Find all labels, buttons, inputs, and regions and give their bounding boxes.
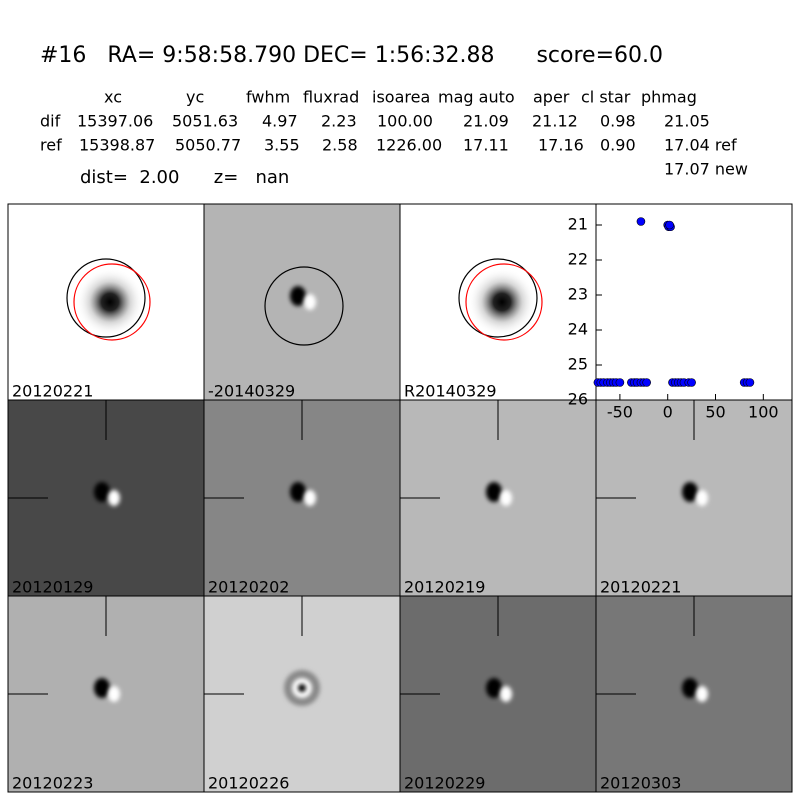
column-header: phmag (641, 88, 697, 107)
dipole-negative (682, 482, 698, 502)
aperture-ref (73, 263, 151, 341)
table-cell: 1226.00 (376, 136, 442, 155)
distance-line: dist= 2.00 z= nan (80, 167, 289, 188)
column-header: yc (186, 88, 204, 107)
aperture (458, 258, 538, 338)
column-header: mag auto (438, 88, 515, 107)
table-cell: 0.90 (600, 136, 636, 155)
dipole-positive (500, 490, 512, 506)
dipole-positive (108, 686, 120, 702)
column-header: aper (533, 88, 570, 107)
phmag-new: 17.07 new (664, 160, 748, 179)
table-cell: 5050.77 (175, 136, 241, 155)
point (745, 378, 755, 387)
table-cell: 15398.87 (79, 136, 155, 155)
table-cell: 21.12 (532, 112, 578, 131)
x-tick-label: 0 (663, 403, 673, 422)
y-tick-label: 25 (568, 355, 588, 374)
table-cell: 15397.06 (77, 112, 153, 131)
point (642, 378, 651, 387)
x-tick-label: 50 (705, 403, 725, 422)
dipole-positive (304, 294, 316, 310)
column-header: cl star (581, 88, 631, 107)
source-profile (468, 268, 536, 336)
stamp-label: 20120221 (600, 578, 681, 597)
stamp-label: -20140329 (208, 382, 295, 401)
table-cell: 4.97 (262, 112, 298, 131)
stamp-label: 20120221 (12, 382, 93, 401)
column-header: isoarea (372, 88, 430, 107)
aperture-ref (465, 263, 543, 341)
dipole-negative (290, 286, 306, 306)
table-cell: 3.55 (264, 136, 300, 155)
x-tick-label: -50 (607, 403, 633, 422)
table-cell: 17.16 (538, 136, 584, 155)
table-cell: 2.23 (321, 112, 357, 131)
dipole-negative (486, 678, 502, 698)
dipole-negative (290, 482, 306, 502)
point (615, 378, 625, 387)
core (298, 684, 306, 692)
point (687, 378, 696, 387)
source-profile (76, 268, 144, 336)
row-label: ref (40, 136, 62, 155)
table-cell: 5051.63 (172, 112, 238, 131)
stamp-label: 20120229 (404, 774, 485, 793)
dipole-positive (304, 490, 316, 506)
y-tick-label: 22 (568, 250, 588, 269)
table-cell: 21.09 (463, 112, 509, 131)
stamp-label: 20120129 (12, 578, 93, 597)
row-label: dif (40, 112, 61, 131)
aperture (66, 258, 146, 338)
aperture (264, 266, 344, 346)
point (636, 217, 646, 226)
dipole-negative (94, 678, 110, 698)
stamp-label: 20120223 (12, 774, 93, 793)
y-tick-label: 21 (568, 215, 588, 234)
y-tick-label: 23 (568, 285, 588, 304)
y-tick-label: 24 (568, 320, 588, 339)
stamp-label: 20120219 (404, 578, 485, 597)
y-tick-label: 26 (568, 390, 588, 409)
title: #16 RA= 9:58:58.790 DEC= 1:56:32.88 scor… (40, 43, 663, 68)
table-cell: 21.05 (664, 112, 710, 131)
dipole-negative (486, 482, 502, 502)
dipole-positive (500, 686, 512, 702)
x-tick-label: 100 (748, 403, 779, 422)
dipole-positive (696, 490, 708, 506)
stamp-label: R20140329 (404, 382, 497, 401)
table-cell: 17.04 ref (664, 136, 737, 155)
stamp-label: 20120226 (208, 774, 289, 793)
dipole-negative (94, 482, 110, 502)
column-header: xc (104, 88, 122, 107)
column-header: fluxrad (303, 88, 359, 107)
stamp-label: 20120202 (208, 578, 289, 597)
point (665, 220, 674, 230)
table-cell: 0.98 (600, 112, 636, 131)
dipole-positive (108, 490, 120, 506)
table-cell: 100.00 (377, 112, 433, 131)
dipole-positive (696, 686, 708, 702)
table-cell: 2.58 (322, 136, 358, 155)
stamp-label: 20120303 (600, 774, 681, 793)
dipole-negative (682, 678, 698, 698)
plot-area (595, 203, 793, 401)
column-header: fwhm (246, 88, 290, 107)
table-cell: 17.11 (463, 136, 509, 155)
